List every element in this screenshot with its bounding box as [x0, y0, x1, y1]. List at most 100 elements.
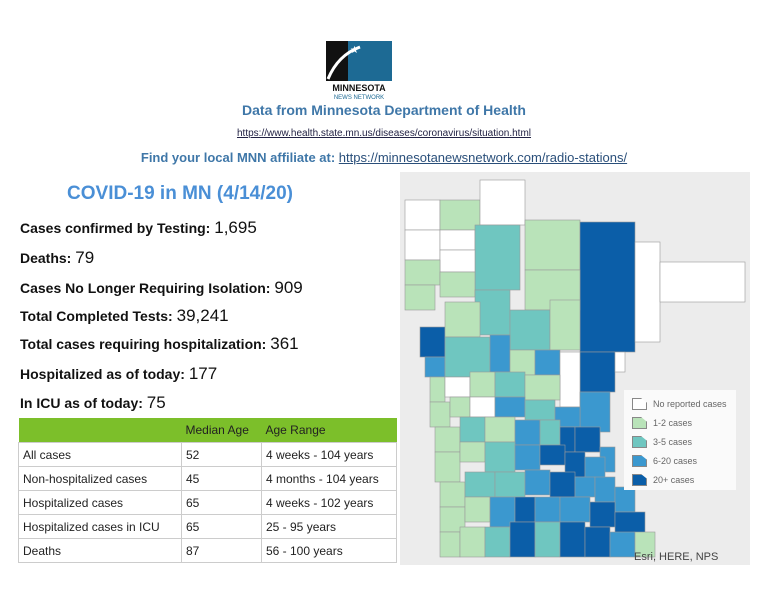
table-cell: Deaths: [18, 538, 182, 563]
county: [434, 426, 461, 453]
stat-label: Hospitalized as of today:: [20, 366, 189, 382]
county: [509, 521, 536, 558]
county: [424, 356, 446, 378]
county: [514, 419, 541, 446]
stat-value: 177: [188, 364, 218, 383]
stat-line: Hospitalized as of today: 177: [20, 364, 217, 384]
county: [434, 451, 461, 483]
svg-text:MINNESOTA: MINNESOTA: [332, 83, 386, 93]
stat-value: 79: [75, 248, 95, 267]
county: [404, 229, 441, 261]
stat-label: In ICU as of today:: [20, 395, 147, 411]
county: [479, 179, 526, 226]
stat-value: 39,241: [176, 306, 229, 325]
county: [634, 531, 656, 558]
county: [429, 376, 446, 403]
table-cell: 4 weeks - 102 years: [261, 490, 397, 515]
table-row: Hospitalized cases 65 4 weeks - 102 years: [18, 490, 397, 515]
county: [444, 336, 491, 378]
stat-value: 75: [146, 393, 166, 412]
county: [404, 259, 441, 286]
county: [469, 371, 496, 398]
county: [494, 396, 526, 418]
map-legend: No reported cases 1-2 cases 3-5 cases 6-20 …: [624, 390, 736, 490]
table-cell: Hospitalized cases in ICU: [18, 514, 182, 539]
stat-value: 361: [270, 334, 299, 353]
data-source-heading: Data from Minnesota Department of Health: [242, 102, 526, 118]
column-header: Median Age: [181, 418, 262, 443]
health-dept-link[interactable]: https://www.health.state.mn.us/diseases/…: [236, 128, 532, 139]
county: [429, 401, 451, 428]
stat-line: Cases No Longer Requiring Isolation: 909: [20, 278, 303, 298]
page-title: COVID-19 in MN (4/14/20): [67, 183, 293, 204]
legend-item: No reported cases: [632, 398, 727, 410]
stat-line: Total cases requiring hospitalization: 3…: [20, 334, 299, 354]
county: [524, 399, 556, 421]
legend-label: No reported cases: [653, 399, 727, 409]
county: [594, 476, 616, 503]
legend-swatch: [632, 474, 647, 486]
affiliate-label: Find your local MNN affiliate at:: [140, 150, 339, 165]
county: [579, 351, 616, 393]
table-cell: 87: [181, 538, 262, 563]
county: [549, 471, 576, 498]
county: [534, 521, 561, 558]
legend-swatch: [632, 398, 647, 410]
county: [614, 486, 636, 513]
county: [534, 349, 561, 376]
table-cell: 52: [181, 442, 262, 467]
table-row: Deaths 87 56 - 100 years: [18, 538, 397, 563]
county: [509, 309, 551, 351]
county: [559, 351, 581, 408]
county: [449, 396, 471, 418]
county: [464, 471, 496, 498]
legend-item: 3-5 cases: [632, 436, 692, 448]
county: [574, 426, 601, 453]
county: [524, 469, 551, 496]
county: [584, 526, 611, 558]
county: [464, 496, 491, 523]
county: [609, 531, 636, 558]
stat-label: Cases confirmed by Testing:: [20, 220, 215, 236]
county: [404, 199, 441, 231]
county: [509, 349, 536, 376]
table-cell: All cases: [18, 442, 182, 467]
table-cell: 65: [181, 514, 262, 539]
county: [439, 271, 476, 298]
county: [659, 261, 746, 303]
county: [419, 326, 446, 358]
map-attribution: Esri, HERE, NPS: [634, 551, 719, 563]
county: [579, 391, 611, 433]
legend-item: 6-20 cases: [632, 455, 697, 467]
county: [549, 299, 581, 351]
mnn-logo: ★ MINNESOTA NEWS NETWORK: [326, 41, 392, 101]
table-cell: Non-hospitalized cases: [18, 466, 182, 491]
stat-line: In ICU as of today: 75: [20, 393, 166, 413]
county: [484, 416, 516, 443]
affiliate-line: Find your local MNN affiliate at: https:…: [0, 150, 768, 165]
table-cell: 45: [181, 466, 262, 491]
column-header: [18, 418, 182, 443]
county: [439, 249, 476, 273]
county: [559, 496, 591, 523]
county: [579, 221, 636, 353]
legend-label: 1-2 cases: [653, 418, 693, 428]
county: [444, 376, 471, 398]
county: [539, 444, 566, 466]
table-row: All cases 52 4 weeks - 104 years: [18, 442, 397, 467]
table-row: Non-hospitalized cases 45 4 months - 104 y…: [18, 466, 397, 491]
column-header: Age Range: [261, 418, 397, 443]
county: [514, 444, 541, 471]
legend-swatch: [632, 417, 647, 429]
stat-value: 1,695: [214, 218, 257, 237]
county: [634, 241, 661, 343]
county: [444, 301, 481, 338]
stat-label: Cases No Longer Requiring Isolation:: [20, 280, 275, 296]
county: [459, 416, 486, 443]
county: [439, 229, 476, 251]
county-map[interactable]: [400, 172, 750, 565]
affiliate-link[interactable]: https://minnesotanewsnetwork.com/radio-s…: [338, 150, 628, 165]
county: [459, 441, 486, 463]
county: [514, 496, 536, 523]
legend-label: 3-5 cases: [653, 437, 693, 447]
